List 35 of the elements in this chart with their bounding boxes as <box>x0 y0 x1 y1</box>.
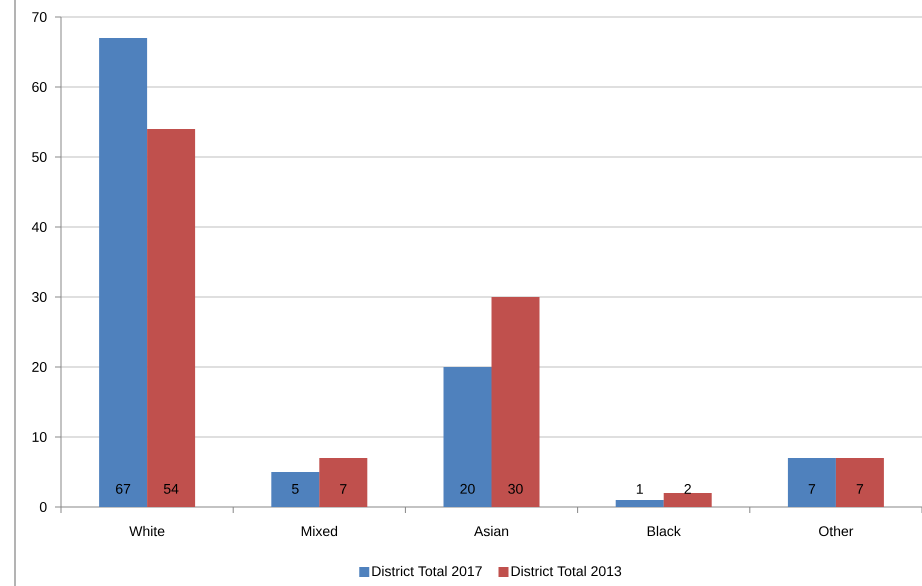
y-tick-label: 30 <box>32 292 47 302</box>
data-label: 5 <box>292 484 299 494</box>
bar <box>147 128 196 507</box>
bar <box>616 500 664 507</box>
data-label: 67 <box>116 484 130 494</box>
bar <box>492 297 540 507</box>
bar <box>788 458 836 507</box>
x-tick-label: White <box>129 526 164 536</box>
bar <box>319 458 368 507</box>
y-tick-label: 70 <box>32 12 47 22</box>
bar <box>836 458 884 507</box>
y-tick-label: 20 <box>32 362 47 372</box>
data-label: 2 <box>684 484 691 494</box>
x-tick-label: Black <box>648 526 681 536</box>
y-tick-label: 10 <box>32 432 47 442</box>
data-label: 54 <box>164 484 178 494</box>
x-tick-label: Asian <box>474 526 508 536</box>
bar <box>664 493 712 507</box>
y-tick-label: 0 <box>40 502 47 512</box>
data-label: 20 <box>460 484 475 494</box>
data-label: 7 <box>856 484 864 494</box>
y-tick-label: 50 <box>32 152 47 162</box>
x-tick-label: Mixed <box>302 526 338 536</box>
data-label: 1 <box>636 484 643 494</box>
bar <box>444 367 492 507</box>
data-label: 30 <box>508 484 523 494</box>
y-tick-label: 40 <box>32 222 47 232</box>
y-tick-label: 60 <box>32 82 47 92</box>
data-label: 7 <box>808 484 816 494</box>
data-label: 7 <box>340 484 346 494</box>
bar <box>271 472 320 507</box>
legend-label: District Total 2017 <box>372 566 482 576</box>
bar <box>99 38 148 507</box>
legend-label: District Total 2013 <box>512 566 622 576</box>
x-tick-label: Other <box>819 526 854 536</box>
